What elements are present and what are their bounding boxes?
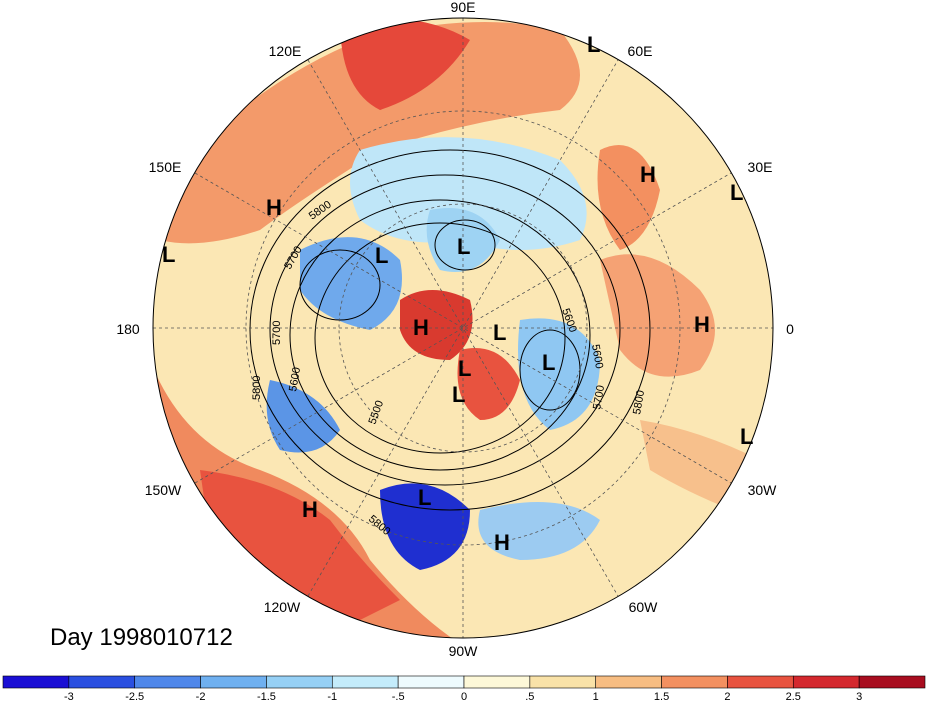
cold-region-arctic [350,137,587,250]
pressure-center: L [542,350,555,375]
lon-label-60w: 60W [629,599,659,615]
contour-label: 5800 [631,389,647,415]
colorbar-tick-label: -2 [196,691,206,702]
pressure-center: L [457,234,470,259]
colorbar-swatch [858,675,926,689]
lon-label-150w: 150W [145,482,182,498]
lon-label-90w: 90W [449,643,479,659]
plot-title: Day 1998010712 [50,624,233,651]
colorbar-swatch [792,675,860,689]
colorbar-swatch [727,675,794,689]
colorbar-swatch [397,675,465,689]
pressure-center: L [418,485,431,510]
pressure-center: L [493,320,506,345]
pressure-center: H [494,530,510,555]
pressure-center: H [266,195,282,220]
colorbar-swatch [68,675,136,689]
colorbar-tick-label: .5 [525,691,534,702]
lon-label-150e: 150E [149,159,182,175]
colorbar: -3 -2.5 -2 -1.5 -1 -.5 0 .5 1 1.5 2 2.5 3 [2,675,926,702]
colorbar-tick-label: 2 [724,691,730,702]
contour-label: 5700 [591,384,607,410]
colorbar-swatch [134,675,201,689]
pressure-center: L [375,243,388,268]
colorbar-swatch [661,675,728,689]
lon-label-0: 0 [786,321,794,337]
map-boundary [152,17,774,639]
hot-region-greenland [457,348,520,420]
lon-label-30e: 30E [748,159,773,175]
warm-region-north [160,22,580,244]
lon-label-120w: 120W [264,599,301,615]
contour-label: 5800 [251,376,263,400]
pressure-center: L [740,424,753,449]
colorbar-tick-label: 2.5 [786,691,801,702]
lon-label-120e: 120E [269,43,302,59]
colorbar-tick-label: -1.5 [257,691,276,702]
pressure-center: H [302,497,318,522]
pressure-center: H [413,315,429,340]
colorbar-swatch [2,675,70,689]
lon-label-90e: 90E [451,0,476,15]
cold-region-siberia [300,237,402,330]
graticule [153,18,773,638]
lon-label-60e: 60E [628,43,653,59]
colorbar-tick-label: -1 [327,691,337,702]
colorbar-swatch [331,675,399,689]
contour-label: 5600 [287,366,303,392]
pressure-center: L [730,180,743,205]
lon-label-30w: 30W [748,482,778,498]
pressure-center: L [162,242,175,267]
colorbar-swatch [463,675,531,689]
hot-region-arctic [400,290,473,360]
pressure-center: H [694,312,710,337]
pressure-center: L [587,32,600,57]
colorbar-tick-label: 3 [856,691,862,702]
warm-region-africa [600,254,715,377]
colorbar-tick-label: -2.5 [125,691,144,702]
colorbar-tick-label: 0 [461,691,467,702]
cold-region-atlantic [478,502,600,560]
colorbar-swatch [595,675,662,689]
warm-region-europe [597,145,660,250]
pressure-center: L [458,356,471,381]
pressure-center: H [640,162,656,187]
contour-label: 5700 [271,321,283,345]
colorbar-tick-label: 1 [593,691,599,702]
colorbar-tick-label: -3 [64,691,74,702]
lon-label-180: 180 [116,321,140,337]
colorbar-tick-label: -.5 [392,691,405,702]
colorbar-swatch [529,675,597,689]
height-contours [249,149,651,511]
hot-region-pacific [200,470,400,638]
hot-region-siberia [340,18,470,110]
cold-region-alaska [266,380,340,453]
contour-label: 5600 [589,343,605,369]
colorbar-tick-label: 1.5 [654,691,669,702]
colorbar-swatch [200,675,267,689]
pressure-center: L [452,382,465,407]
colorbar-swatch [266,675,333,689]
